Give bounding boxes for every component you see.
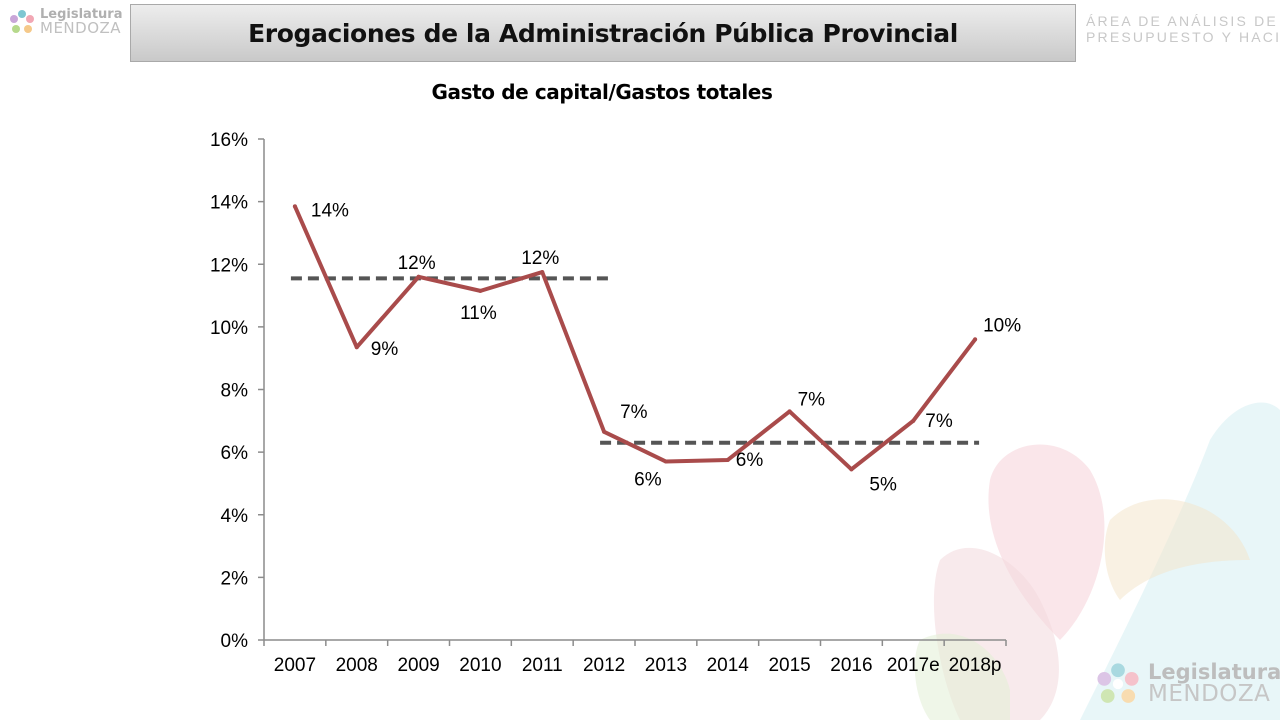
data-label: 7%	[925, 411, 953, 432]
x-tick-label: 2011	[522, 655, 563, 676]
footer-logo: Legislatura MENDOZA	[1094, 660, 1280, 708]
x-tick-label: 2018p	[949, 655, 1002, 676]
x-tick-label: 2014	[707, 655, 750, 676]
x-tick-label: 2008	[336, 655, 378, 676]
data-point	[911, 418, 916, 423]
data-label: 7%	[798, 389, 826, 410]
y-tick-label: 0%	[221, 631, 249, 652]
data-label: 7%	[620, 402, 648, 423]
data-label: 12%	[521, 248, 559, 269]
data-label: 6%	[634, 470, 662, 491]
data-point	[354, 345, 359, 350]
data-label: 10%	[983, 315, 1021, 336]
data-point	[725, 457, 730, 462]
data-label: 9%	[371, 339, 399, 360]
logo-line2: MENDOZA	[40, 19, 122, 37]
data-point	[478, 288, 483, 293]
title-banner: Erogaciones de la Administración Pública…	[130, 4, 1076, 62]
data-label: 11%	[460, 303, 497, 324]
data-point	[602, 429, 607, 434]
x-tick-label: 2015	[768, 655, 810, 676]
data-point	[292, 204, 297, 209]
x-tick-label: 2012	[583, 655, 625, 676]
page-title: Erogaciones de la Administración Pública…	[248, 18, 958, 48]
department-label: ÁREA DE ANÁLISIS DE PRESUPUESTO Y HACIEN…	[1086, 13, 1280, 45]
legislatura-logo: Legislatura MENDOZA	[8, 8, 122, 36]
y-tick-label: 4%	[221, 506, 249, 527]
footer-logo-line1: Legislatura	[1148, 660, 1280, 684]
x-tick-label: 2007	[274, 655, 316, 676]
y-tick-label: 12%	[210, 255, 248, 276]
flower-logo-icon	[10, 10, 34, 33]
footer-logo-line2: MENDOZA	[1148, 681, 1271, 707]
logo-line1: Legislatura	[40, 7, 123, 22]
data-label: 12%	[398, 253, 436, 274]
data-point	[787, 409, 792, 414]
x-tick-label: 2013	[645, 655, 687, 676]
x-tick-label: 2017e	[887, 655, 940, 676]
data-label: 14%	[311, 200, 349, 221]
data-point	[663, 459, 668, 464]
department-line2: PRESUPUESTO Y HACIENDA	[1086, 29, 1280, 45]
y-tick-label: 10%	[210, 318, 248, 339]
data-point	[416, 274, 421, 279]
y-tick-label: 8%	[221, 381, 249, 402]
data-point	[540, 270, 545, 275]
y-tick-label: 16%	[210, 130, 248, 151]
x-tick-label: 2009	[397, 655, 439, 676]
flower-logo-icon	[1097, 663, 1139, 703]
y-tick-label: 14%	[210, 193, 248, 214]
series-line	[292, 204, 978, 472]
data-point	[973, 337, 978, 342]
y-tick-label: 2%	[221, 568, 249, 589]
data-label: 6%	[736, 450, 764, 471]
y-tick-label: 6%	[221, 443, 249, 464]
data-point	[849, 467, 854, 472]
department-line1: ÁREA DE ANÁLISIS DE	[1086, 13, 1278, 29]
x-tick-label: 2016	[830, 655, 872, 676]
data-label: 5%	[869, 474, 897, 495]
chart-title: Gasto de capital/Gastos totales	[431, 80, 773, 104]
x-tick-label: 2010	[459, 655, 501, 676]
